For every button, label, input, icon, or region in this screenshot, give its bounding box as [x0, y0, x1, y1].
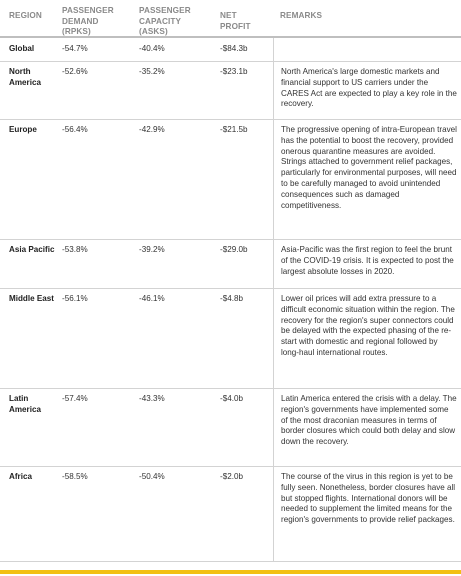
remarks-cell: Lower oil prices will add extra pressure…: [273, 289, 461, 388]
header-passenger-capacity: PASSENGER CAPACITY (ASKS): [139, 6, 191, 36]
profit-cell: -$21.5b: [220, 125, 248, 134]
demand-cell: -56.4%: [62, 125, 88, 134]
region-cell: Africa: [9, 472, 32, 481]
table-row: Asia Pacific -53.8% -39.2% -$29.0b Asia-…: [0, 240, 461, 289]
profit-cell: -$2.0b: [220, 472, 243, 481]
region-cell: Europe: [9, 125, 37, 134]
demand-cell: -56.1%: [62, 294, 88, 303]
header-region: REGION: [9, 11, 42, 20]
table-row: Middle East -56.1% -46.1% -$4.8b Lower o…: [0, 289, 461, 389]
header-passenger-demand: PASSENGER DEMAND (RPKS): [62, 6, 114, 36]
region-cell: North America: [9, 67, 41, 87]
remarks-cell: The progressive opening of intra-Europea…: [273, 120, 461, 239]
table-row: North America -52.6% -35.2% -$23.1b Nort…: [0, 62, 461, 120]
remarks-cell: [273, 38, 461, 61]
demand-cell: -52.6%: [62, 67, 88, 76]
demand-cell: -58.5%: [62, 472, 88, 481]
profit-cell: -$84.3b: [220, 44, 248, 53]
region-cell: Global: [9, 44, 35, 53]
region-cell: Asia Pacific: [9, 245, 55, 254]
demand-cell: -53.8%: [62, 245, 88, 254]
header-remarks: REMARKS: [280, 11, 323, 20]
demand-cell: -57.4%: [62, 394, 88, 403]
accent-bar: [0, 570, 461, 574]
profit-cell: -$29.0b: [220, 245, 248, 254]
remarks-cell: Latin America entered the crisis with a …: [273, 389, 461, 466]
region-cell: Latin America: [9, 394, 41, 414]
capacity-cell: -40.4%: [139, 44, 165, 53]
capacity-cell: -39.2%: [139, 245, 165, 254]
remarks-cell: The course of the virus in this region i…: [273, 467, 461, 561]
remarks-cell: North America's large domestic markets a…: [273, 62, 461, 119]
table-row: Africa -58.5% -50.4% -$2.0b The course o…: [0, 467, 461, 562]
profit-cell: -$4.8b: [220, 294, 243, 303]
table-header: REGION PASSENGER DEMAND (RPKS) PASSENGER…: [0, 0, 461, 38]
capacity-cell: -46.1%: [139, 294, 165, 303]
profit-cell: -$23.1b: [220, 67, 248, 76]
capacity-cell: -43.3%: [139, 394, 165, 403]
profit-cell: -$4.0b: [220, 394, 243, 403]
table-row: Europe -56.4% -42.9% -$21.5b The progres…: [0, 120, 461, 240]
table-row: Global -54.7% -40.4% -$84.3b: [0, 38, 461, 62]
header-net-profit: NET PROFIT: [220, 11, 251, 31]
capacity-cell: -35.2%: [139, 67, 165, 76]
remarks-cell: Asia-Pacific was the first region to fee…: [273, 240, 461, 288]
table-row: Latin America -57.4% -43.3% -$4.0b Latin…: [0, 389, 461, 467]
capacity-cell: -50.4%: [139, 472, 165, 481]
region-cell: Middle East: [9, 294, 54, 303]
capacity-cell: -42.9%: [139, 125, 165, 134]
demand-cell: -54.7%: [62, 44, 88, 53]
